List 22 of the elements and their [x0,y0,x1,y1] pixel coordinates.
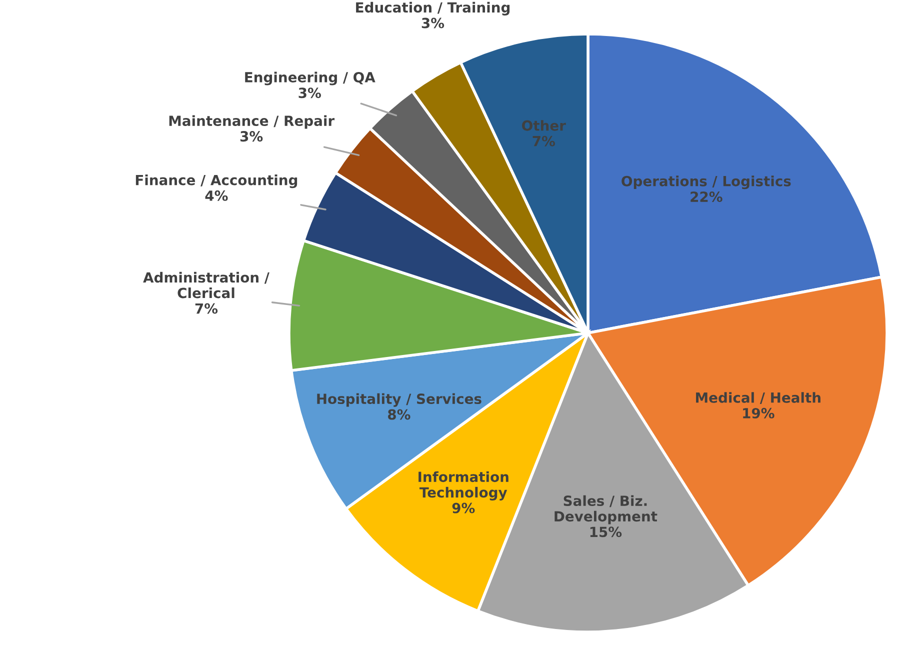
slice-label: Other [522,120,566,131]
data-label: 15% [590,526,622,538]
data-label: 9% [452,502,475,514]
slice-label: Information Technology [418,471,508,500]
data-label: 3% [240,131,263,142]
data-label: 7% [532,136,555,146]
slice-label: Education / Training [356,2,510,16]
data-label: 4% [205,190,228,201]
slice-label: Engineering / QA [245,72,376,86]
data-label: 7% [195,303,218,314]
data-label: 22% [690,192,722,202]
slice-label: Sales / Biz. Development [554,495,658,524]
slice-label: Medical / Health [696,392,820,404]
data-label: 3% [298,88,321,98]
data-label: 3% [422,18,444,28]
slice-label: Finance / Accounting [136,174,298,188]
data-label: 8% [388,409,410,420]
slice-label: Hospitality / Services [317,393,482,407]
slice-label: Administration / Clerical [143,272,270,298]
slice-label: Maintenance / Repair [169,115,335,129]
data-label: 19% [743,408,774,418]
slice-label: Operations / Logistics [622,176,791,190]
